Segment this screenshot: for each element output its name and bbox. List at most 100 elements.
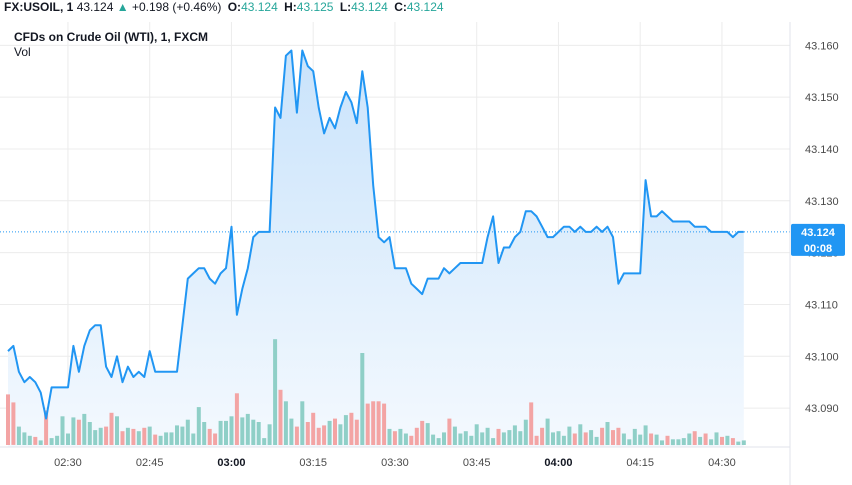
volume-bar [11, 402, 16, 445]
volume-bar [741, 440, 746, 445]
volume-bar [71, 417, 76, 445]
volume-bar [169, 432, 174, 445]
volume-bar [262, 438, 267, 445]
volume-bar [256, 422, 261, 445]
volume-bar [621, 433, 626, 445]
volume-bar [245, 413, 250, 445]
volume-bar [485, 427, 490, 446]
open-label: O: [227, 0, 242, 14]
volume-bar [480, 432, 485, 445]
volume-bar [338, 424, 343, 445]
volume-bar [447, 418, 452, 445]
volume-bar [109, 412, 114, 445]
volume-bar [289, 418, 294, 445]
x-tick-label: 04:30 [708, 457, 736, 469]
x-tick-label: 03:00 [217, 457, 245, 469]
volume-bar [496, 428, 501, 445]
close-label: C: [394, 0, 407, 14]
volume-bar [442, 432, 446, 445]
volume-bar [185, 419, 190, 445]
up-arrow-icon: ▲ [116, 0, 129, 14]
volume-bar [202, 422, 207, 445]
volume-bar [736, 441, 741, 445]
volume-bar [164, 432, 169, 445]
volume-bar [436, 438, 441, 445]
x-tick-label: 02:30 [54, 457, 82, 469]
high-label: H: [284, 0, 297, 14]
volume-label[interactable]: Vol [14, 45, 31, 59]
low-value: 43.124 [351, 0, 388, 14]
volume-bar [382, 403, 387, 445]
x-tick-label: 03:15 [299, 457, 327, 469]
price-line [7, 49, 744, 420]
volume-bar [491, 438, 496, 445]
x-tick-label: 04:15 [626, 457, 654, 469]
volume-bar [638, 434, 643, 445]
volume-bar [6, 394, 10, 445]
volume-bar [136, 431, 141, 445]
volume-bar [267, 424, 272, 445]
volume-bar [365, 403, 370, 445]
volume-bar [703, 433, 708, 445]
volume-bar [534, 435, 539, 445]
last-price-tag-value: 43.124 [801, 227, 836, 239]
volume-bar [234, 393, 239, 445]
volume-bar [131, 428, 136, 445]
volume-bar [714, 432, 719, 445]
volume-bar [283, 401, 288, 445]
volume-bar [567, 426, 572, 445]
volume-bar [474, 424, 479, 445]
x-tick-label: 03:45 [463, 457, 491, 469]
volume-bar [545, 418, 550, 445]
x-tick-label: 02:45 [136, 457, 164, 469]
volume-bar [398, 428, 403, 445]
volume-bar [76, 419, 81, 445]
volume-bar [589, 430, 594, 445]
volume-bar [60, 416, 65, 445]
y-tick-label: 43.100 [805, 351, 839, 363]
volume-bar [611, 430, 615, 445]
volume-bar [605, 422, 610, 445]
volume-bar [583, 432, 588, 445]
volume-bar [142, 427, 147, 446]
volume-bar [627, 439, 632, 446]
volume-bar [33, 436, 38, 445]
last-price: 43.124 [76, 0, 114, 14]
volume-bar [692, 431, 697, 445]
volume-bar [196, 407, 201, 445]
y-tick-label: 43.130 [805, 196, 839, 208]
x-tick-label: 03:30 [381, 457, 409, 469]
volume-bar [93, 430, 98, 445]
volume-bar [458, 433, 463, 445]
volume-bar [452, 426, 457, 445]
volume-bar [556, 431, 561, 445]
volume-bar [147, 426, 152, 445]
volume-bar [251, 419, 256, 445]
volume-bar [278, 389, 283, 445]
volume-bar [540, 427, 545, 446]
volume-bar [343, 415, 348, 445]
volume-bar [643, 425, 648, 445]
price-change: +0.198 (+0.46%) [131, 0, 222, 14]
volume-bar [660, 440, 664, 445]
volume-bar [300, 401, 305, 445]
volume-bar [387, 428, 392, 445]
x-tick-label: 04:00 [544, 457, 572, 469]
volume-bar [354, 419, 359, 445]
volume-bar [327, 420, 332, 445]
volume-bar [240, 417, 245, 445]
volume-bar [403, 433, 408, 445]
symbol-label[interactable]: FX:USOIL, 1 [4, 0, 74, 14]
volume-bar [305, 422, 310, 445]
time-axis[interactable]: 02:30 02:45 03:00 03:15 03:30 03:45 04:00 04:15… [54, 457, 736, 469]
volume-bar [725, 435, 730, 445]
volume-bars [6, 339, 746, 446]
volume-bar [175, 425, 179, 445]
volume-bar [632, 428, 637, 445]
volume-bar [501, 432, 506, 445]
price-axis[interactable]: 43.16043.15043.14043.13043.12443.12043.1… [805, 40, 839, 415]
volume-bar [213, 433, 218, 445]
volume-bar [16, 426, 21, 445]
volume-bar [333, 418, 337, 445]
